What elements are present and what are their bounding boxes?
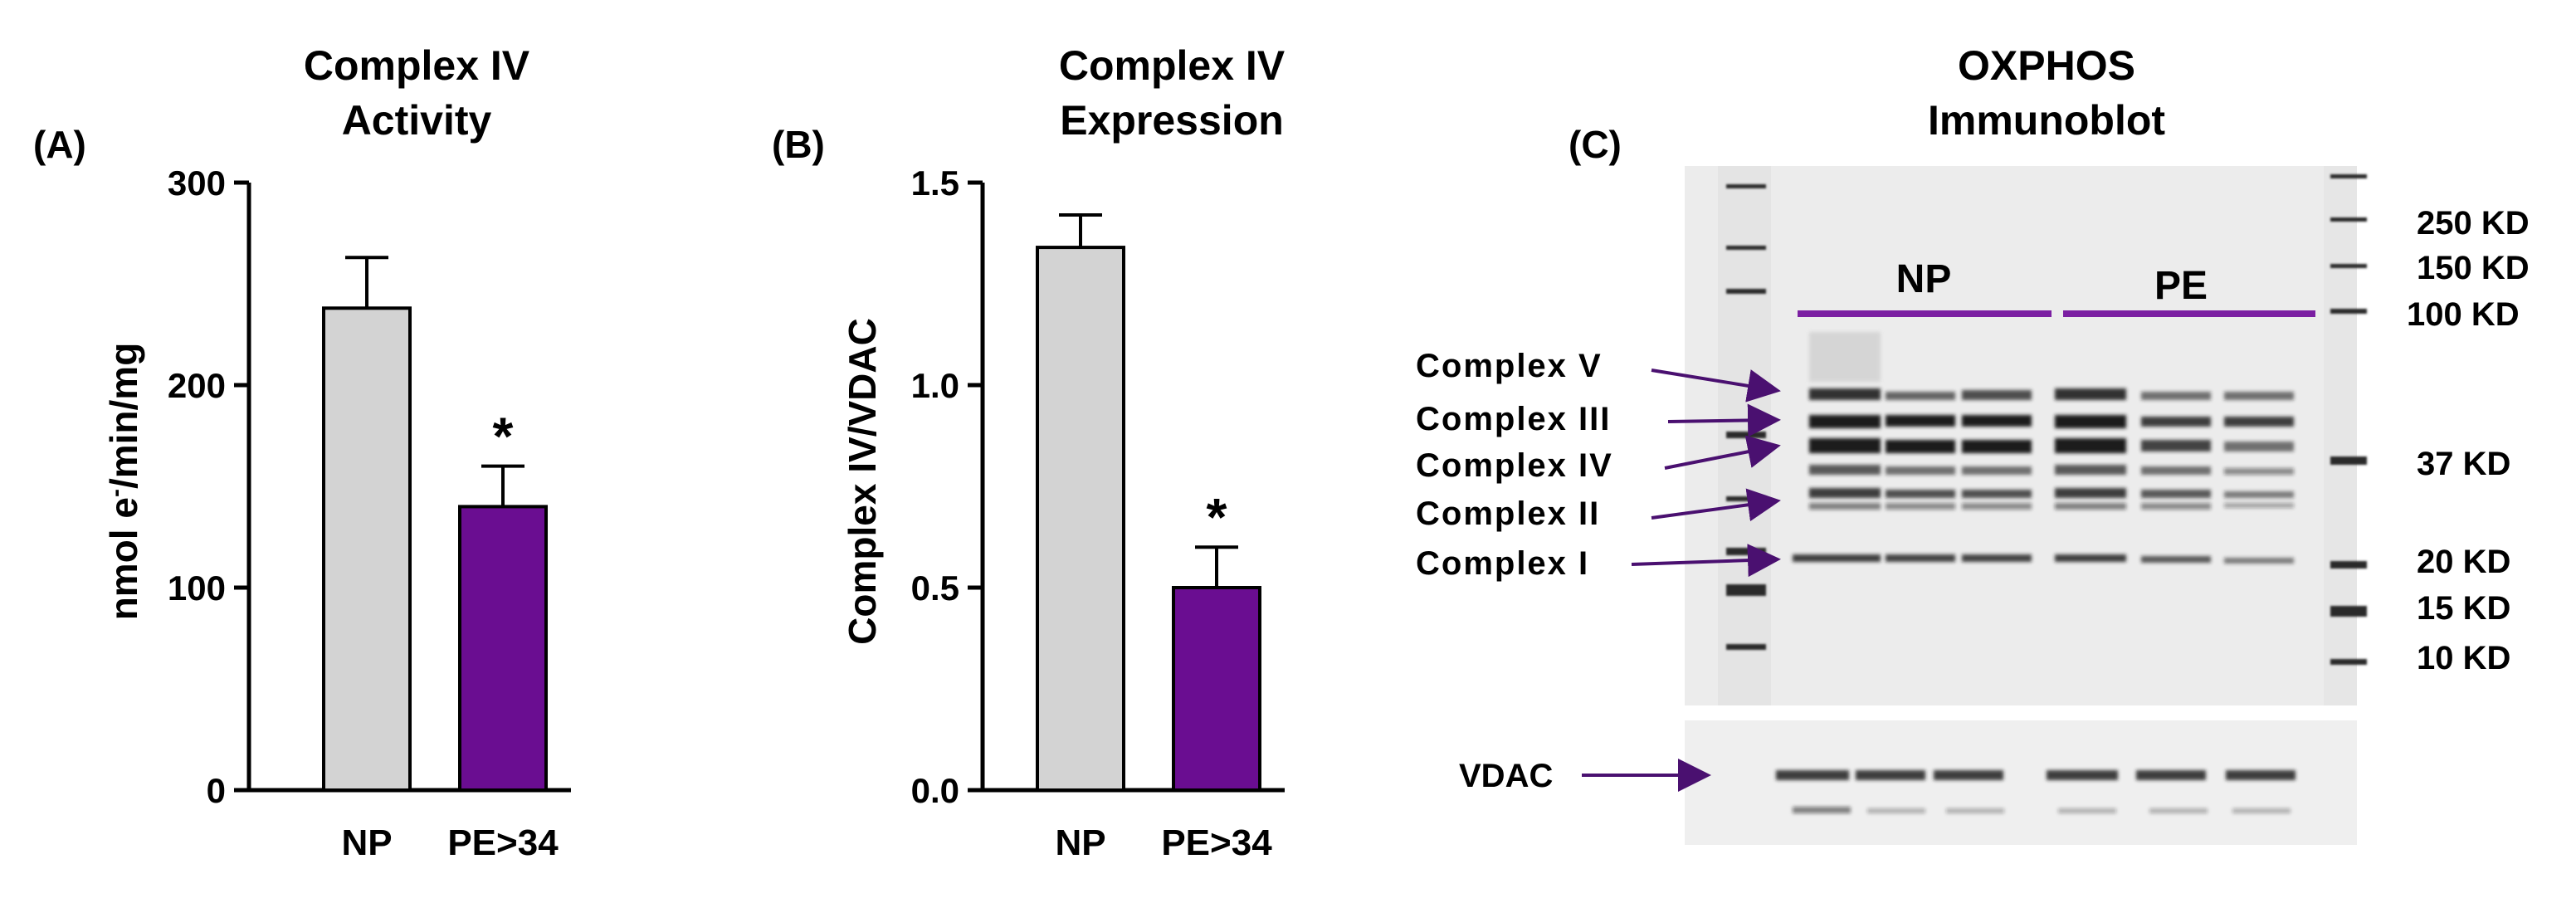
complex-label-v: Complex V bbox=[1416, 348, 1603, 384]
panel-b-y-tick-label: 1.5 bbox=[911, 164, 959, 203]
group-label-pe: PE bbox=[2154, 264, 2208, 308]
panel-c-title-line1: OXPHOS bbox=[1958, 42, 2135, 89]
panel-c-title-line2: Immunoblot bbox=[1928, 97, 2165, 144]
kd-label-150: 150 KD bbox=[2417, 250, 2530, 286]
panel-a-label: (A) bbox=[33, 123, 86, 166]
panel-c-immunoblot: (C) OXPHOS Immunoblot bbox=[1416, 42, 2530, 845]
kd-label-10: 10 KD bbox=[2417, 640, 2510, 676]
kd-label-37: 37 KD bbox=[2417, 446, 2510, 482]
arrow-complex-v bbox=[1651, 369, 1781, 403]
group-bar-pe bbox=[2063, 310, 2315, 317]
panel-a-title-line2: Activity bbox=[342, 97, 492, 144]
arrow-complex-iv bbox=[1664, 435, 1781, 470]
panel-c-label: (C) bbox=[1569, 123, 1622, 166]
kd-label-100: 100 KD bbox=[2407, 296, 2520, 333]
group-label-np: NP bbox=[1896, 257, 1952, 301]
panel-b-y-tick-label: 0.5 bbox=[911, 569, 959, 608]
kd-label-250: 250 KD bbox=[2417, 205, 2530, 242]
panel-b-title-line1: Complex IV bbox=[1059, 42, 1286, 89]
complex-label-i: Complex I bbox=[1416, 545, 1589, 582]
panel-b-bar-np bbox=[1036, 246, 1125, 792]
panel-b-y-tick-label: 0.0 bbox=[911, 771, 959, 810]
panel-a-significance-star: * bbox=[493, 407, 514, 466]
panel-a-x-tick-label: PE>34 bbox=[447, 822, 559, 863]
panel-b-label: (B) bbox=[772, 123, 825, 166]
vdac-label: VDAC bbox=[1459, 758, 1553, 794]
arrow-complex-ii bbox=[1651, 488, 1781, 522]
panel-a-y-tick-label: 300 bbox=[168, 164, 226, 203]
panel-b-y-axis-label: Complex IV/VDAC bbox=[841, 318, 884, 645]
arrow-complex-iii bbox=[1667, 403, 1781, 437]
panel-b-x-tick-label: NP bbox=[1055, 822, 1105, 863]
kd-label-20: 20 KD bbox=[2417, 544, 2510, 580]
panel-b-bar-pe34 bbox=[1172, 586, 1261, 792]
panel-a-title-line1: Complex IV bbox=[304, 42, 530, 89]
arrow-complex-i bbox=[1631, 544, 1781, 578]
panel-a-y-tick-label: 0 bbox=[207, 771, 226, 810]
panel-a-bar-np bbox=[322, 306, 412, 792]
complex-label-iv: Complex IV bbox=[1416, 447, 1613, 484]
panel-b-significance-star: * bbox=[1207, 487, 1227, 547]
oxphos-blot-image bbox=[1685, 166, 2367, 705]
panel-a-activity-chart: (A) Complex IV Activity nmol e-/min/mg 0… bbox=[33, 42, 571, 863]
complex-label-iii: Complex III bbox=[1416, 401, 1611, 437]
panel-b-title-line2: Expression bbox=[1060, 97, 1284, 144]
panel-b-expression-chart: (B) Complex IV Expression Complex IV/VDA… bbox=[772, 42, 1286, 863]
group-bar-np bbox=[1798, 310, 2052, 317]
panel-a-bar-pe34 bbox=[458, 505, 548, 793]
panel-a-plot-area: 0 100 200 300 NP PE>34 * bbox=[168, 164, 571, 863]
panel-a-y-tick-label: 200 bbox=[168, 366, 226, 405]
panel-a-y-axis-label: nmol e-/min/mg bbox=[102, 343, 145, 621]
panel-b-x-tick-label: PE>34 bbox=[1161, 822, 1272, 863]
complex-label-ii: Complex II bbox=[1416, 495, 1600, 532]
panel-a-x-tick-label: NP bbox=[341, 822, 392, 863]
panel-a-y-tick-label: 100 bbox=[168, 569, 226, 608]
vdac-blot-image bbox=[1685, 720, 2357, 845]
panel-b-y-tick-label: 1.0 bbox=[911, 366, 959, 405]
panel-b-plot-area: 0.0 0.5 1.0 1.5 NP PE>34 * bbox=[911, 164, 1285, 863]
kd-label-15: 15 KD bbox=[2417, 590, 2510, 627]
